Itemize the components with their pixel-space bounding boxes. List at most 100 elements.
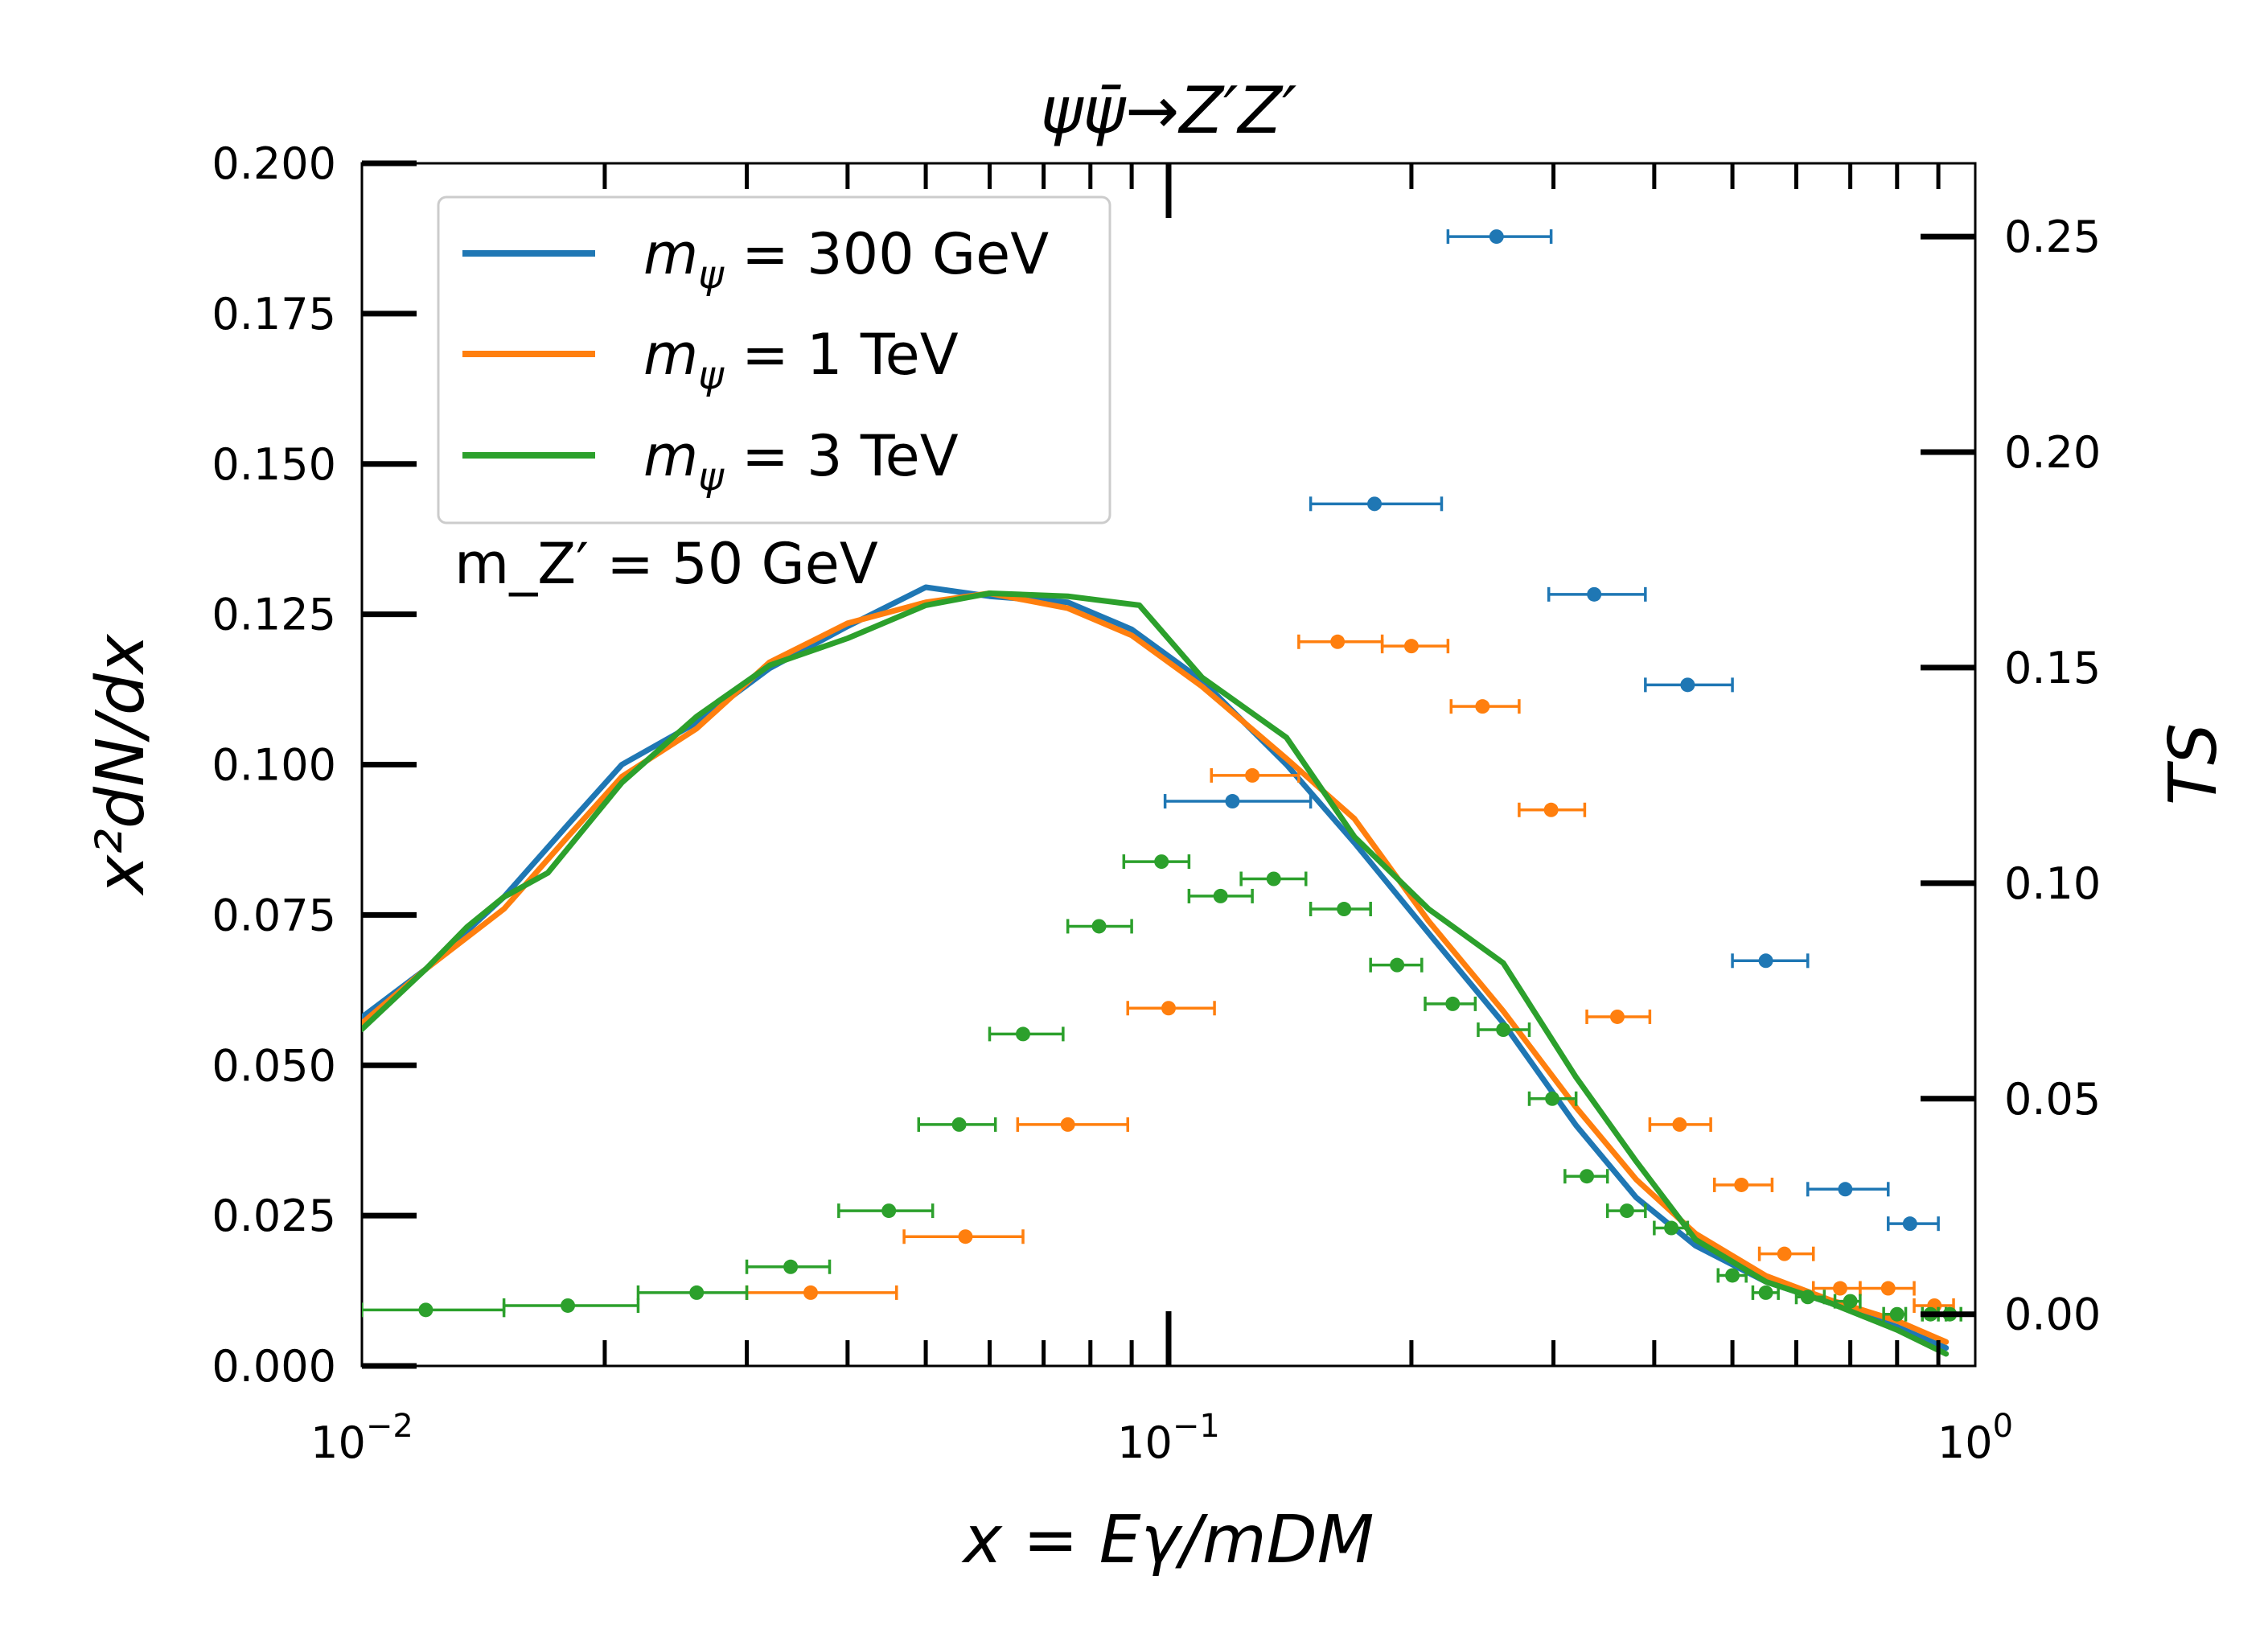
x-axis-label: x = Eγ/mDM — [960, 1502, 1374, 1578]
left-tick-labels: 0.000 0.025 0.050 0.075 0.100 0.125 0.150 0.175… — [212, 138, 336, 1392]
y-tick-label-right-5: 0.25 — [2004, 212, 2101, 262]
ts-point-2-18 — [1833, 1294, 1862, 1309]
ts-marker — [1266, 871, 1281, 886]
ts-point-2-11 — [1563, 1169, 1609, 1184]
ts-point-1-4 — [1518, 802, 1587, 817]
y-tick-label-left-2: 0.050 — [212, 1040, 336, 1091]
series-line-2 — [362, 590, 1950, 1357]
axis-ticks — [362, 160, 1975, 1369]
right-tick-labels: 0.00 0.05 0.10 0.15 0.20 0.25 — [2004, 212, 2101, 1340]
ts-marker — [1725, 1268, 1740, 1283]
ts-point-0-0 — [1446, 229, 1553, 245]
y-axis-right-label: TS — [2155, 723, 2232, 805]
chart-title: ψψ̄→Z′Z′ — [1041, 73, 1297, 148]
ts-marker — [1672, 1117, 1687, 1132]
ts-marker — [1060, 1117, 1075, 1132]
ts-marker — [783, 1259, 799, 1274]
ts-marker — [1367, 496, 1383, 512]
y-tick-label-left-7: 0.175 — [212, 289, 336, 339]
ts-marker — [1403, 639, 1419, 654]
ts-point-2-12 — [1605, 1203, 1647, 1219]
ts-point-1-7 — [1016, 1117, 1129, 1132]
ts-marker — [881, 1203, 897, 1219]
ts-marker — [1758, 953, 1773, 969]
ts-point-0-1 — [1309, 496, 1444, 512]
ts-marker — [1016, 1026, 1031, 1042]
x-tick-label-2: 100 — [1937, 1408, 2013, 1468]
ts-point-1-8 — [1648, 1117, 1712, 1132]
ts-point-1-14 — [1859, 1281, 1916, 1296]
y-tick-label-right-2: 0.10 — [2004, 858, 2101, 909]
ts-point-2-19 — [1882, 1306, 1908, 1322]
ts-point-2-24 — [502, 1298, 640, 1313]
y-tick-label-left-8: 0.200 — [212, 138, 336, 189]
ts-marker — [1587, 586, 1602, 602]
y-tick-label-left-5: 0.125 — [212, 590, 336, 640]
ts-marker — [1734, 1177, 1749, 1192]
y-tick-label-right-4: 0.20 — [2004, 427, 2101, 478]
ts-marker — [1390, 957, 1405, 973]
ts-marker — [958, 1229, 973, 1244]
ts-marker — [1619, 1203, 1634, 1219]
ts-marker — [1800, 1290, 1815, 1305]
ts-marker — [1843, 1294, 1858, 1309]
ts-point-0-2 — [1547, 586, 1647, 602]
ts-marker — [1213, 888, 1228, 903]
ts-marker — [1545, 1091, 1560, 1106]
ts-point-2-6 — [1424, 996, 1477, 1011]
ts-point-1-11 — [902, 1229, 1025, 1244]
legend: mψ = 300 GeV mψ = 1 TeV mψ = 3 TeV — [437, 195, 1111, 524]
legend-box — [437, 195, 1111, 524]
ts-point-0-4 — [1163, 794, 1313, 809]
ts-marker — [1475, 699, 1490, 714]
ts-marker — [1154, 854, 1169, 870]
ts-point-2-1 — [1239, 871, 1308, 886]
ts-point-2-2 — [1187, 888, 1254, 903]
ts-point-2-8 — [1477, 1022, 1531, 1038]
ts-marker — [1758, 1285, 1773, 1300]
y-tick-label-left-6: 0.150 — [212, 439, 336, 490]
ts-marker — [1880, 1281, 1896, 1296]
ts-marker — [1330, 634, 1346, 649]
ts-point-2-17 — [1794, 1290, 1826, 1305]
ts-marker — [1161, 1001, 1176, 1016]
ts-marker — [1225, 794, 1240, 809]
spectrum-curves — [362, 584, 1950, 1357]
ts-point-2-13 — [1653, 1220, 1690, 1236]
ts-point-2-15 — [1716, 1268, 1748, 1283]
ts-point-2-4 — [1066, 919, 1133, 934]
ts-marker — [1664, 1220, 1679, 1236]
ts-point-1-6 — [1585, 1009, 1652, 1024]
ts-point-0-5 — [1731, 953, 1810, 969]
ts-point-2-22 — [745, 1259, 832, 1274]
ts-point-1-5 — [1126, 1001, 1216, 1016]
ts-marker — [1680, 677, 1695, 693]
legend-label-1tev: mψ = 1 TeV — [643, 322, 959, 398]
series-line-0 — [362, 584, 1950, 1351]
ts-point-1-10 — [1757, 1246, 1815, 1261]
x-tick-label-0: 10−2 — [310, 1408, 413, 1468]
y-axis-label: x²dN/dx — [83, 633, 159, 896]
ts-point-2-16 — [1751, 1285, 1780, 1300]
ts-point-2-10 — [917, 1117, 997, 1132]
ts-point-2-23 — [636, 1285, 749, 1300]
ts-marker — [1543, 802, 1559, 817]
legend-label-300gev: mψ = 300 GeV — [643, 221, 1049, 298]
ts-point-2-25 — [362, 1302, 506, 1318]
ts-marker — [1889, 1306, 1904, 1322]
x-tick-labels: 10−2 10−1 100 — [310, 1408, 2013, 1468]
y-tick-label-right-0: 0.00 — [2004, 1290, 2101, 1340]
ts-point-2-3 — [1309, 902, 1372, 917]
ts-marker — [1496, 1022, 1511, 1038]
y-tick-label-right-1: 0.05 — [2004, 1074, 2101, 1125]
ts-point-0-3 — [1644, 677, 1734, 693]
ts-marker — [1091, 919, 1107, 934]
ts-marker — [1445, 996, 1461, 1011]
y-tick-label-left-3: 0.075 — [212, 890, 336, 940]
ts-marker — [1609, 1009, 1625, 1024]
ts-marker — [803, 1285, 818, 1300]
ts-marker — [561, 1298, 576, 1313]
ts-marker — [1489, 229, 1504, 245]
ts-marker — [1245, 767, 1260, 783]
